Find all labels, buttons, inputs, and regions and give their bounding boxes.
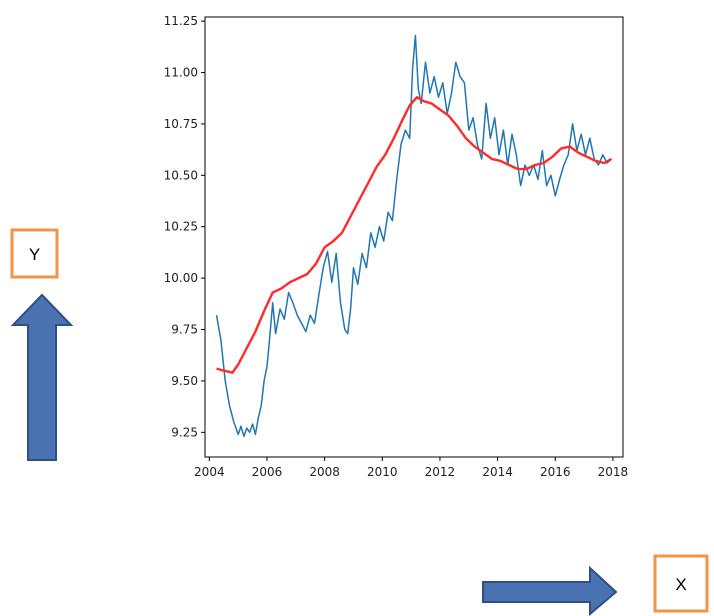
series-layer: [215, 34, 613, 438]
x-label-text: X: [675, 575, 686, 594]
x-tick-label: 2006: [252, 465, 283, 479]
x-tick-label: 2012: [425, 465, 456, 479]
x-tick-label: 2014: [482, 465, 513, 479]
x-label-box: [653, 554, 709, 613]
x-tick-label: 2008: [309, 465, 340, 479]
x-tick-label: 2010: [367, 465, 398, 479]
y-tick-label: 11.25: [164, 14, 198, 28]
y-label-box: [10, 228, 59, 279]
x-tick-label: 2018: [598, 465, 629, 479]
y-tick-label: 10.50: [164, 168, 198, 182]
y-tick-label: 10.25: [164, 220, 198, 234]
axis-ticks: 2004 2006 2008 2010 2012 2014 2016 2018 9.25 9.50…: [164, 14, 629, 479]
x-tick-label: 2004: [194, 465, 225, 479]
series-line-1: [215, 34, 613, 438]
series-line-2: [216, 96, 613, 374]
x-tick-label: 2016: [540, 465, 571, 479]
right-arrow-icon: [482, 565, 618, 616]
y-tick-label: 9.25: [171, 425, 198, 439]
y-tick-label: 10.00: [164, 271, 198, 285]
plot-area-frame: [204, 16, 624, 458]
y-tick-label: 11.00: [164, 66, 198, 80]
y-label-text: Y: [29, 245, 40, 264]
y-tick-label: 10.75: [164, 117, 198, 131]
up-arrow-icon: [10, 293, 74, 461]
y-tick-label: 9.50: [171, 374, 198, 388]
y-tick-label: 9.75: [171, 323, 198, 337]
